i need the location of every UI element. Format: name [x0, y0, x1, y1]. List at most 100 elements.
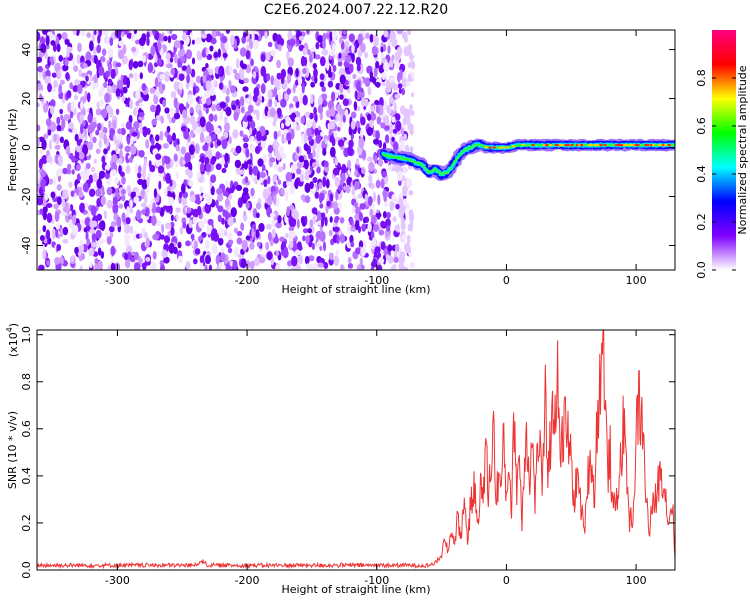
spectrogram-cell [374, 99, 380, 106]
spectrogram-cell [385, 230, 390, 238]
spectrogram-cell [227, 217, 234, 227]
spectrogram-cell [108, 225, 115, 233]
spectrogram-cell [371, 214, 377, 224]
spectrogram-cell [407, 73, 412, 83]
spectrogram-cell [186, 212, 192, 218]
spectrogram-cell [291, 255, 298, 267]
spectrogram-cell [114, 176, 119, 184]
spectrogram-cell [56, 184, 62, 191]
spectrogram-cell [351, 188, 356, 196]
spectrogram-cell [40, 244, 45, 250]
spectrogram-cell [99, 56, 106, 63]
spectrogram-cell [392, 216, 397, 222]
spectrogram-cell [286, 50, 290, 61]
spectrogram-cell [152, 233, 159, 241]
spectrogram-cell [87, 113, 93, 124]
spectrogram-cell [296, 124, 301, 131]
spectrogram-cell [329, 31, 333, 41]
snr-panel: -300 -200 -100 0 100 0.0 0.2 0.4 0.6 0.8 1.0 Heig… [5, 323, 676, 596]
spectrogram-cell [319, 111, 323, 121]
spectrogram-cell [161, 223, 165, 234]
spectrogram-cell [311, 242, 315, 250]
spectrogram-cell [278, 146, 284, 156]
spectrogram-cell [296, 168, 302, 175]
spectrogram-cell [243, 161, 249, 170]
spectrogram-cell [37, 124, 41, 132]
spectrogram-cell [270, 75, 275, 86]
spectrogram-cell [406, 202, 410, 211]
spectrogram-cell [227, 247, 233, 254]
spectrogram-cell [109, 107, 114, 118]
spectrogram-cell [88, 188, 96, 197]
spectrogram-cell [146, 127, 151, 135]
spectrogram-cell [131, 32, 136, 42]
spectrogram-cell [266, 73, 271, 82]
spectrogram-cell [120, 122, 125, 128]
spectrogram-cell [347, 263, 354, 269]
spectrogram-cell [96, 213, 103, 221]
spectrogram-cell [401, 234, 406, 244]
spectrogram-cell [254, 177, 258, 185]
spectrogram-cell [151, 137, 155, 146]
spectrogram-cell [273, 130, 278, 140]
spectrogram-cell [101, 155, 106, 163]
spectrogram-cell [75, 164, 81, 172]
spectrogram-cell [222, 156, 225, 166]
signal-track-peak [531, 144, 535, 147]
spectrogram-y-ticks: -40 -20 0 20 40 [20, 43, 675, 254]
spectrogram-cell [78, 151, 85, 160]
spectrogram-cell [252, 71, 257, 79]
spectrogram-cell [286, 181, 293, 187]
spectrogram-cell [170, 91, 177, 99]
spectrogram-cell [324, 216, 328, 227]
spectrogram-cell [251, 144, 256, 153]
signal-track-peak [657, 144, 661, 147]
spectrogram-cell [356, 172, 360, 178]
spectrogram-cell [299, 174, 304, 182]
spectrogram-cell [84, 90, 88, 101]
spectrogram-cell [95, 129, 100, 136]
spectrogram-cell [370, 182, 375, 190]
spectrogram-cell [276, 34, 282, 45]
spectrogram-cell [145, 139, 150, 149]
spectrogram-cell [141, 209, 146, 215]
y-tick-label: 0.2 [20, 514, 33, 532]
spectrogram-cell [355, 247, 361, 255]
spectrogram-cell [197, 205, 202, 216]
spectrogram-cell [103, 81, 108, 88]
spectrogram-cell [59, 108, 64, 115]
spectrogram-cell [242, 32, 247, 38]
spectrogram-cell [133, 121, 140, 130]
spectrogram-cell [115, 88, 121, 97]
spectrogram-cell [387, 255, 395, 264]
spectrogram-cell [265, 223, 272, 230]
spectrogram-cell [407, 109, 411, 119]
spectrogram-cell [240, 222, 245, 231]
spectrogram-cell [233, 227, 239, 234]
spectrogram-cell [132, 61, 139, 69]
spectrogram-cell [186, 207, 191, 214]
spectrogram-cell [107, 63, 112, 74]
spectrogram-cell [133, 72, 139, 83]
spectrogram-cell [312, 63, 317, 69]
signal-track-peak [570, 144, 574, 147]
spectrogram-cell [188, 219, 193, 229]
spectrogram-cell [307, 135, 313, 142]
spectrogram-cell [373, 66, 378, 78]
spectrogram-cell [104, 70, 111, 78]
spectrogram-cell [272, 140, 278, 150]
spectrogram-cell [369, 76, 376, 83]
spectrogram-cell [304, 182, 311, 193]
spectrogram-cell [282, 118, 286, 124]
spectrogram-cell [269, 107, 276, 118]
spectrogram-cell [109, 37, 114, 46]
spectrogram-cell [298, 98, 303, 104]
spectrogram-cell [38, 264, 45, 270]
spectrogram-cell [102, 30, 109, 37]
y-tick-label: -20 [20, 188, 33, 206]
spectrogram-cell [61, 197, 66, 208]
spectrogram-cell [329, 252, 334, 261]
spectrogram-cell [304, 111, 311, 118]
spectrogram-cell [360, 246, 367, 257]
spectrogram-cell [225, 30, 231, 34]
